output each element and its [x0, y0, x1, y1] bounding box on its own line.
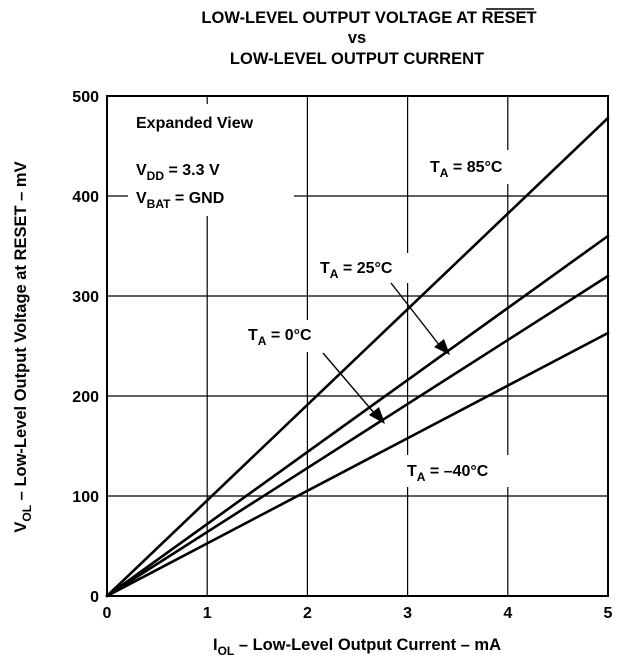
series-line-0 — [105, 116, 610, 598]
series-lines — [105, 116, 610, 598]
expanded-view-label: Expanded View — [136, 115, 254, 132]
y-tick-label: 0 — [90, 589, 99, 606]
y-tick-label: 200 — [72, 389, 99, 406]
chart-title-reset: RESET — [482, 9, 537, 27]
chart-title-line1: LOW-LEVEL OUTPUT VOLTAGE AT RESET — [201, 9, 536, 27]
y-tick-label: 100 — [72, 489, 99, 506]
condition-box — [128, 104, 294, 216]
label-bg-0 — [244, 320, 336, 352]
x-tick-label: 0 — [103, 605, 112, 622]
y-tick-label: 400 — [72, 189, 99, 206]
series-line-1 — [105, 234, 610, 598]
vbat-label: VBAT = GND — [136, 190, 224, 211]
label-bg-85 — [424, 150, 534, 184]
y-tick-label: 500 — [72, 89, 99, 106]
x-tick-label: 4 — [503, 605, 512, 622]
series-label-25: TA = 25°C — [320, 260, 393, 281]
arrow-0 — [322, 352, 385, 424]
x-tick-label: 3 — [403, 605, 412, 622]
series-line-2 — [105, 274, 610, 598]
y-axis-label: VOL – Low-Level Output Voltage at RESET … — [12, 161, 34, 532]
vdd-label: VDD = 3.3 V — [136, 162, 220, 183]
x-axis-label: IOL – Low-Level Output Current – mA — [213, 636, 501, 658]
x-tick-label: 1 — [203, 605, 212, 622]
series-label-0: TA = 0°C — [248, 327, 312, 348]
x-tick-labels: 0 1 2 3 4 5 — [103, 605, 613, 622]
arrow-25 — [390, 282, 450, 355]
plot-frame — [106, 95, 609, 597]
label-bg-25 — [316, 253, 416, 283]
chart-title-text: LOW-LEVEL OUTPUT VOLTAGE AT — [201, 9, 481, 27]
series-line-3 — [105, 331, 610, 598]
x-tick-label: 5 — [604, 605, 613, 622]
series-label-minus40: TA = –40°C — [407, 463, 489, 484]
label-bg-minus40 — [403, 455, 513, 487]
series-label-85: TA = 85°C — [430, 159, 503, 180]
chart-title-line3: LOW-LEVEL OUTPUT CURRENT — [230, 50, 484, 68]
chart-title-line2: vs — [348, 29, 366, 47]
y-tick-label: 300 — [72, 289, 99, 306]
y-tick-labels: 0 100 200 300 400 500 — [72, 89, 99, 606]
x-tick-label: 2 — [303, 605, 312, 622]
